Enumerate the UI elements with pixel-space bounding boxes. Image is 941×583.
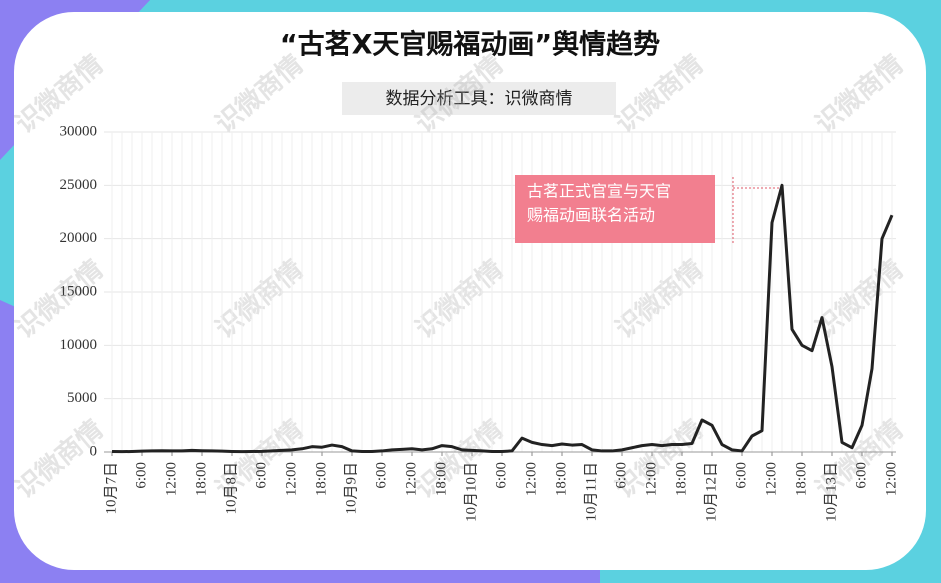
- line: [111, 183, 894, 454]
- y-tick-label: 10000: [60, 337, 98, 353]
- y-tick-label: 20000: [60, 230, 98, 246]
- annotation-box: [515, 175, 715, 243]
- x-tick-label: 10月12日: [703, 462, 719, 522]
- x-tick-label: 6:00: [493, 462, 509, 489]
- x-tick-label: 10月13日: [823, 462, 839, 522]
- x-tick-label: 6:00: [373, 462, 389, 489]
- x-tick-label: 12:00: [163, 462, 179, 496]
- x-tick-label: 12:00: [403, 462, 419, 496]
- x-tick-label: 10月7日: [103, 462, 119, 515]
- x-tick-label: 18:00: [313, 462, 329, 496]
- x-tick-label: 12:00: [283, 462, 299, 496]
- x-tick-label: 6:00: [733, 462, 749, 489]
- x-tick-label: 12:00: [763, 462, 779, 496]
- annotation-text: 古茗正式官宣与天官: [527, 182, 671, 201]
- x-tick-label: 12:00: [523, 462, 539, 496]
- subtitle-box: [342, 82, 616, 115]
- x-tick-label: 18:00: [793, 462, 809, 496]
- y-tick-label: 0: [90, 443, 98, 459]
- x-tick-label: 10月10日: [463, 462, 479, 522]
- x-tick-label: 6:00: [253, 462, 269, 489]
- annotation-text: 赐福动画联名活动: [527, 206, 655, 225]
- y-tick-label: 15000: [60, 283, 98, 299]
- x-tick-label: 18:00: [553, 462, 569, 496]
- x-tick-label: 12:00: [883, 462, 899, 496]
- x-tick-label: 18:00: [433, 462, 449, 496]
- x-tick-label: 18:00: [673, 462, 689, 496]
- x-tick-label: 10月8日: [223, 462, 239, 515]
- x-tick-label: 18:00: [193, 462, 209, 496]
- x-tick-label: 6:00: [853, 462, 869, 489]
- x-tick-label: 10月11日: [583, 462, 599, 521]
- x-tick-label: 12:00: [643, 462, 659, 496]
- x-tick-label: 6:00: [613, 462, 629, 489]
- y-tick-label: 25000: [60, 177, 98, 193]
- x-tick-label: 10月9日: [343, 462, 359, 515]
- y-tick-label: 5000: [67, 390, 97, 406]
- chart-title: “古茗X天官赐福动画”舆情趋势: [280, 29, 660, 61]
- subtitle: 数据分析工具：识微商情: [386, 89, 573, 109]
- y-tick-label: 30000: [60, 123, 98, 139]
- x-tick-label: 6:00: [133, 462, 149, 489]
